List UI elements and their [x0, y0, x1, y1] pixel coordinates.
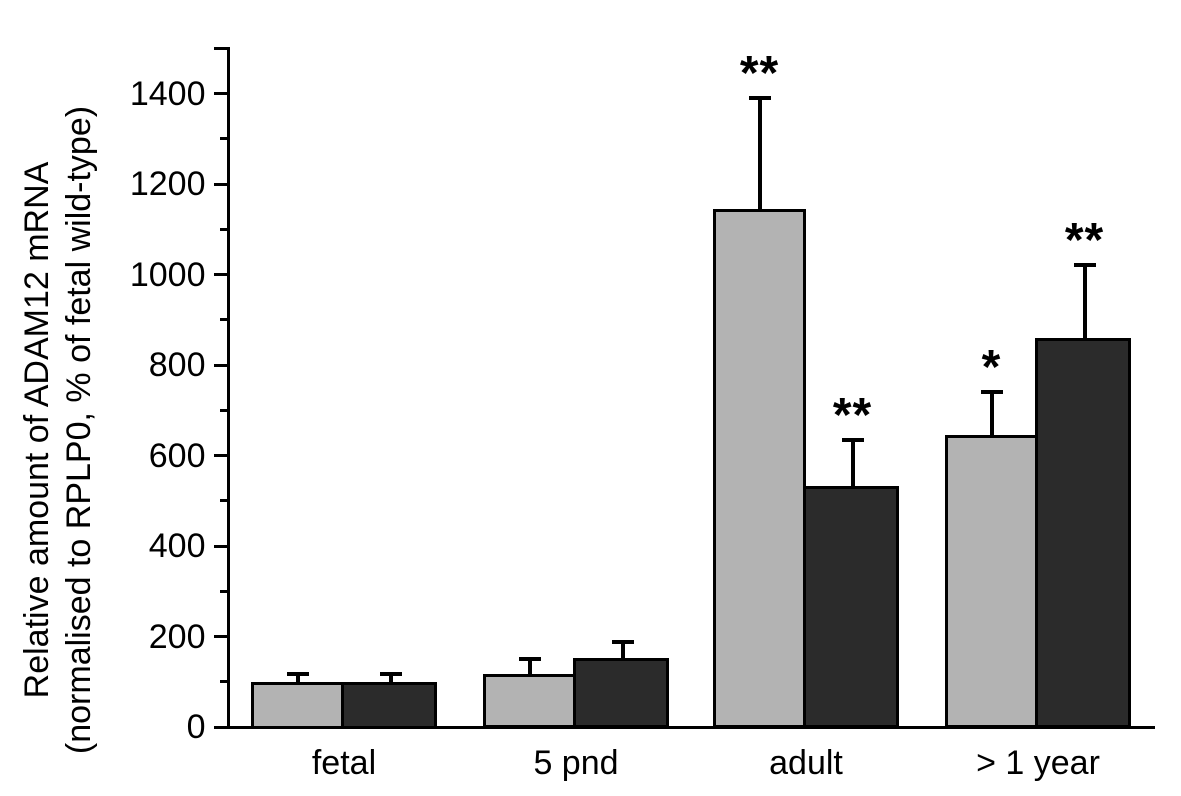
y-major-tick: [213, 273, 227, 276]
error-bar-line: [757, 98, 762, 209]
y-major-tick: [213, 544, 227, 548]
error-bar-line: [989, 392, 994, 436]
error-bar-cap: [611, 639, 634, 644]
y-minor-tick: [219, 408, 227, 412]
error-bar-line: [850, 439, 855, 487]
y-major-tick: [213, 182, 227, 186]
bar-dark-grey-bars-fetal: [341, 681, 437, 729]
y-tick-label: 600: [148, 436, 206, 475]
bar-dark-grey-bars-adult: [803, 486, 899, 729]
error-bar-cap: [286, 671, 309, 676]
error-bar-line: [295, 673, 300, 682]
y-tick-label: 1400: [129, 74, 206, 113]
x-tick-label: fetal: [311, 744, 377, 782]
significance-asterisks: *: [981, 341, 1002, 395]
x-axis-line: [226, 725, 1155, 729]
error-bar-cap: [841, 437, 864, 442]
y-tick-label: 400: [148, 527, 206, 565]
y-tick-label: 1200: [129, 165, 206, 203]
bar-light-grey-bars-adult: [713, 208, 806, 729]
x-tick-label: > 1 year: [976, 744, 1100, 782]
x-tick-label: 5 pnd: [533, 744, 619, 782]
y-major-tick: [213, 92, 227, 95]
error-bar-line: [620, 641, 625, 658]
error-bar-line: [388, 673, 393, 682]
y-minor-tick: [219, 499, 227, 503]
y-tick-label: 0: [186, 708, 206, 746]
bar-dark-grey-bars->-1-year: [1035, 337, 1131, 729]
bar-light-grey-bars-fetal: [251, 681, 344, 729]
y-major-tick: [213, 725, 227, 729]
error-bar-cap: [980, 390, 1003, 395]
error-bar-cap: [518, 657, 541, 662]
y-axis-end-tick: [213, 46, 227, 50]
y-major-tick: [213, 635, 227, 638]
y-minor-tick: [219, 318, 227, 322]
significance-asterisks: **: [739, 47, 780, 101]
y-axis-line: [226, 46, 230, 729]
error-bar-line: [1082, 264, 1087, 338]
y-minor-tick: [219, 589, 227, 593]
y-axis-title-line1: Relative amount of ADAM12 mRNA: [18, 161, 56, 699]
x-tick-label: adult: [769, 744, 843, 782]
error-bar-line: [527, 659, 532, 674]
bar-light-grey-bars->-1-year: [945, 435, 1038, 729]
y-tick-label: 1000: [129, 255, 206, 294]
significance-asterisks: **: [1064, 213, 1105, 267]
bar-dark-grey-bars-5-pnd: [573, 657, 669, 729]
error-bar-cap: [1073, 262, 1096, 267]
y-minor-tick: [219, 227, 227, 231]
bar-light-grey-bars-5-pnd: [483, 673, 576, 729]
y-tick-label: 200: [148, 617, 206, 656]
y-tick-label: 800: [148, 346, 206, 384]
y-minor-tick: [219, 680, 227, 684]
y-major-tick: [213, 454, 227, 457]
y-minor-tick: [219, 137, 227, 141]
error-bar-cap: [379, 671, 402, 676]
y-major-tick: [213, 363, 227, 367]
error-bar-cap: [748, 96, 771, 101]
significance-asterisks: **: [832, 388, 873, 442]
